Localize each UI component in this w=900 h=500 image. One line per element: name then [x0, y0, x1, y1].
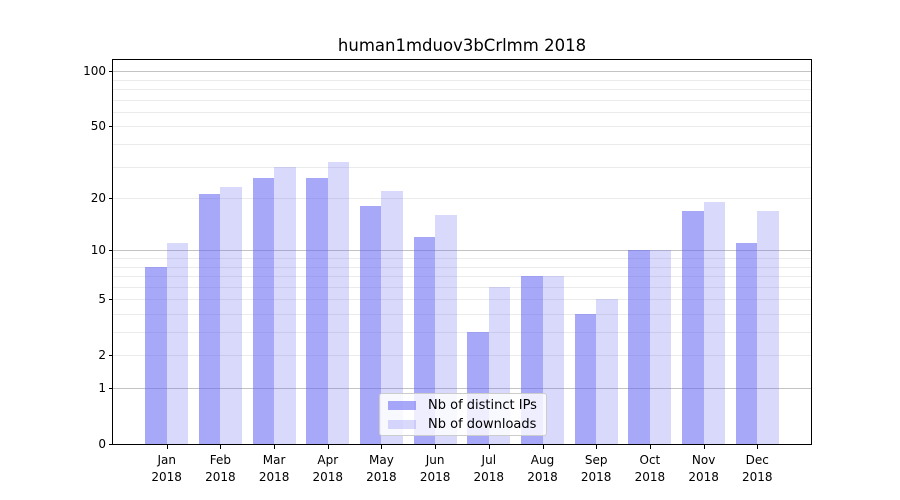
y-minor-gridline-70 — [113, 99, 811, 101]
y-minor-gridline-60 — [113, 111, 811, 113]
y-tick-5 — [109, 299, 113, 301]
bar-feb-distinct-ips — [198, 194, 221, 444]
y-minor-gridline-3 — [113, 332, 811, 333]
bar-jun-downloads — [435, 215, 457, 444]
x-tick-label-nov: Nov 2018 — [688, 453, 719, 484]
y-tick-label-20: 20 — [90, 191, 106, 206]
y-tick-2 — [109, 355, 113, 357]
x-tick-label-feb: Feb 2018 — [205, 453, 236, 484]
x-tick-label-oct: Oct 2018 — [634, 453, 666, 484]
bar-apr-distinct-ips — [306, 177, 328, 444]
bar-nov-downloads — [703, 202, 726, 444]
x-tick-label-aug: Aug 2018 — [527, 453, 558, 484]
legend-swatch-downloads — [388, 419, 416, 429]
legend: Nb of distinct IPs Nb of downloads — [379, 393, 547, 436]
y-minor-gridline-8 — [113, 266, 811, 268]
y-minor-gridline-9 — [113, 258, 811, 259]
legend-row-downloads: Nb of downloads — [388, 417, 538, 432]
bar-oct-distinct-ips — [628, 250, 650, 444]
y-major-gridline-1 — [113, 388, 811, 389]
y-tick-0 — [109, 444, 113, 445]
y-tick-label-50: 50 — [90, 119, 106, 134]
bar-jun-distinct-ips — [413, 236, 436, 444]
y-tick-100 — [109, 71, 113, 73]
x-tick-aug — [542, 445, 544, 449]
bar-mar-downloads — [274, 166, 296, 444]
bar-dec-downloads — [757, 210, 779, 444]
chart-title: human1mduov3bCrlmm 2018 — [337, 36, 587, 55]
plot-area — [112, 59, 812, 445]
y-minor-gridline-50 — [113, 126, 811, 128]
y-tick-label-5: 5 — [98, 292, 106, 307]
x-tick-label-jun: Jun 2018 — [419, 453, 451, 484]
x-tick-label-dec: Dec 2018 — [742, 453, 773, 484]
y-tick-label-1: 1 — [98, 381, 106, 395]
bar-may-distinct-ips — [359, 206, 382, 444]
y-tick-label-0: 0 — [98, 437, 106, 451]
x-tick-oct — [649, 445, 651, 449]
y-minor-gridline-7 — [113, 276, 811, 277]
x-tick-mar — [274, 445, 276, 449]
y-tick-label-100: 100 — [83, 64, 106, 79]
y-tick-1 — [109, 388, 113, 389]
bar-apr-downloads — [327, 161, 350, 444]
x-tick-jul — [488, 445, 490, 449]
y-minor-gridline-4 — [113, 314, 811, 315]
y-tick-label-2: 2 — [98, 348, 106, 363]
legend-label-downloads: Nb of downloads — [428, 416, 537, 432]
y-minor-gridline-6 — [113, 286, 811, 288]
x-tick-may — [381, 445, 383, 449]
legend-label-distinct-ips: Nb of distinct IPs — [428, 397, 537, 413]
x-tick-dec — [757, 445, 759, 449]
bar-feb-downloads — [220, 187, 242, 444]
x-tick-jun — [435, 445, 437, 449]
x-tick-label-jan: Jan 2018 — [151, 453, 182, 484]
x-tick-label-may: May 2018 — [366, 453, 397, 484]
bar-jan-downloads — [166, 243, 189, 444]
y-minor-gridline-5 — [113, 299, 811, 301]
bar-sep-downloads — [596, 299, 618, 444]
x-tick-label-apr: Apr 2018 — [312, 453, 344, 484]
x-tick-sep — [596, 445, 598, 449]
y-minor-gridline-40 — [113, 144, 811, 145]
bar-sep-distinct-ips — [574, 314, 597, 444]
y-major-gridline-100 — [113, 71, 811, 73]
y-tick-50 — [109, 126, 113, 128]
x-tick-feb — [220, 445, 222, 449]
y-minor-gridline-2 — [113, 355, 811, 357]
y-tick-label-10: 10 — [90, 243, 106, 258]
bar-mar-distinct-ips — [252, 177, 275, 444]
y-tick-10 — [109, 250, 113, 252]
x-tick-label-mar: Mar 2018 — [258, 453, 290, 484]
x-tick-label-jul: Jul 2018 — [473, 453, 505, 484]
x-tick-label-sep: Sep 2018 — [580, 453, 612, 484]
bar-aug-downloads — [542, 276, 564, 444]
legend-swatch-distinct-ips — [388, 400, 416, 410]
bar-nov-distinct-ips — [682, 210, 704, 444]
y-minor-gridline-90 — [113, 79, 811, 81]
bar-dec-distinct-ips — [735, 243, 758, 444]
y-minor-gridline-30 — [113, 166, 811, 168]
y-tick-20 — [109, 198, 113, 200]
y-minor-gridline-20 — [113, 198, 811, 200]
x-tick-nov — [703, 445, 705, 449]
y-major-gridline-10 — [113, 250, 811, 252]
y-minor-gridline-80 — [113, 89, 811, 90]
x-tick-apr — [327, 445, 329, 449]
bar-may-downloads — [381, 190, 403, 444]
legend-row-distinct-ips: Nb of distinct IPs — [388, 398, 538, 413]
x-tick-jan — [166, 445, 168, 449]
bar-oct-downloads — [649, 250, 672, 444]
bar-jan-distinct-ips — [145, 266, 167, 444]
